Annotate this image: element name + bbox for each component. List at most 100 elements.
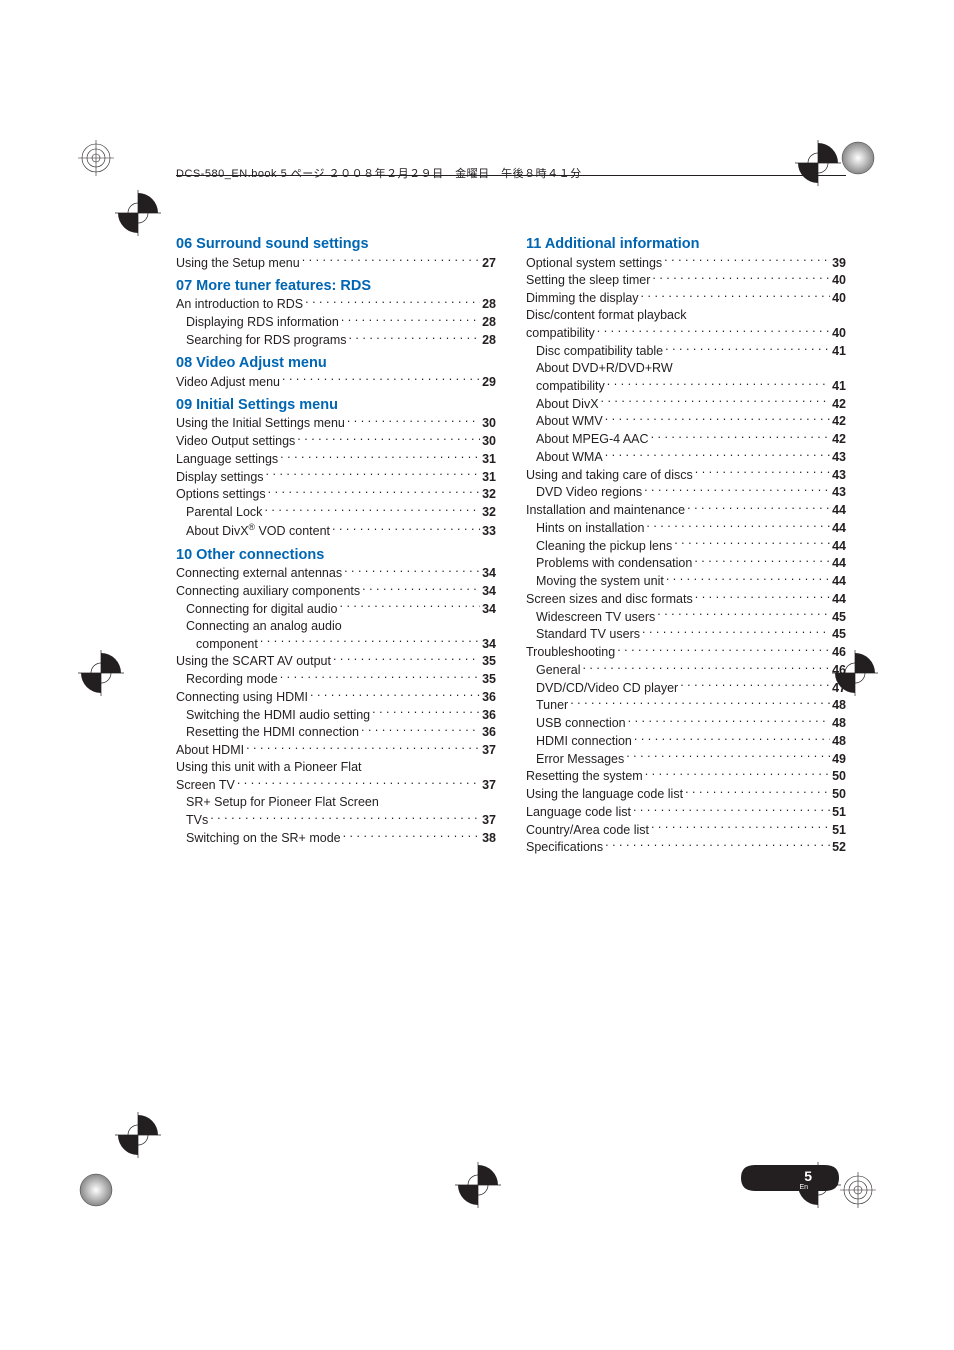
toc-entry-wrap: SR+ Setup for Pioneer Flat Screen bbox=[176, 794, 496, 811]
toc-right-column: 11 Additional information Optional system… bbox=[526, 230, 846, 857]
toc-entry-page: 31 bbox=[482, 451, 496, 468]
toc-dots bbox=[605, 839, 830, 852]
toc-entry-wrap: Connecting an analog audio bbox=[176, 618, 496, 635]
toc-entry-label: Connecting auxiliary components bbox=[176, 583, 360, 600]
toc-entry-label: Options settings bbox=[176, 486, 266, 503]
toc-entry-page: 44 bbox=[832, 538, 846, 555]
page-number: 5 bbox=[804, 1168, 812, 1184]
registration-mark bbox=[78, 1172, 114, 1208]
toc-entry: Video Output settings 30 bbox=[176, 433, 496, 451]
toc-entry-label: Display settings bbox=[176, 469, 264, 486]
toc-entry-label: compatibility bbox=[526, 325, 595, 342]
toc-entry: Resetting the system 50 bbox=[526, 768, 846, 786]
toc-section-title: 11 Additional information bbox=[526, 236, 846, 252]
toc-entry: Standard TV users 45 bbox=[526, 626, 846, 644]
toc-entry-page: 31 bbox=[482, 469, 496, 486]
toc-entry: Tuner 48 bbox=[526, 697, 846, 715]
toc-entry-label: Specifications bbox=[526, 839, 603, 856]
toc-entry: Problems with condensation 44 bbox=[526, 555, 846, 573]
toc-entry-page: 50 bbox=[832, 768, 846, 785]
toc-dots bbox=[695, 590, 830, 603]
toc-dots bbox=[695, 466, 830, 479]
toc-dots bbox=[664, 254, 830, 267]
toc-entry-page: 29 bbox=[482, 374, 496, 391]
toc-entry-label: Video Adjust menu bbox=[176, 374, 280, 391]
toc-entry: Using the Initial Settings menu 30 bbox=[176, 415, 496, 433]
toc-dots bbox=[260, 635, 480, 648]
toc-dots bbox=[680, 679, 830, 692]
toc-entry: compatibility 41 bbox=[526, 377, 846, 395]
toc-entry-page: 39 bbox=[832, 255, 846, 272]
crop-target bbox=[115, 1112, 161, 1158]
toc-entry: About WMV 42 bbox=[526, 413, 846, 431]
toc-entry: Setting the sleep timer 40 bbox=[526, 272, 846, 290]
toc-dots bbox=[601, 395, 831, 408]
toc-entry-page: 34 bbox=[482, 636, 496, 653]
toc-dots bbox=[348, 331, 480, 344]
toc-entry-page: 44 bbox=[832, 520, 846, 537]
toc-entry-label: DVD/CD/Video CD player bbox=[536, 680, 678, 697]
toc-entry-label: Hints on installation bbox=[536, 520, 644, 537]
toc-entry: USB connection 48 bbox=[526, 715, 846, 733]
toc-dots bbox=[666, 573, 830, 586]
toc-entry: Optional system settings 39 bbox=[526, 254, 846, 272]
toc-entry: Video Adjust menu 29 bbox=[176, 373, 496, 391]
toc-entry: Troubleshooting 46 bbox=[526, 644, 846, 662]
toc-entry-page: 46 bbox=[832, 644, 846, 661]
toc-entry: Connecting auxiliary components 34 bbox=[176, 582, 496, 600]
toc-entry-page: 34 bbox=[482, 565, 496, 582]
toc-entry: About MPEG-4 AAC 42 bbox=[526, 431, 846, 449]
toc-entry-label: Problems with condensation bbox=[536, 555, 692, 572]
toc-entry-page: 37 bbox=[482, 777, 496, 794]
toc-entry: Switching the HDMI audio setting 36 bbox=[176, 706, 496, 724]
toc-entry-label: Using and taking care of discs bbox=[526, 467, 693, 484]
toc-entry-page: 36 bbox=[482, 707, 496, 724]
toc-section-title: 10 Other connections bbox=[176, 547, 496, 563]
toc-entry: Country/Area code list 51 bbox=[526, 821, 846, 839]
toc-entry-page: 30 bbox=[482, 433, 496, 450]
toc-entry: Using the Setup menu 27 bbox=[176, 254, 496, 272]
toc-entry-page: 40 bbox=[832, 325, 846, 342]
registration-mark bbox=[840, 140, 876, 176]
toc-entry-label: Optional system settings bbox=[526, 255, 662, 272]
toc-entry-label: Connecting for digital audio bbox=[186, 601, 338, 618]
toc-entry-label: Error Messages bbox=[536, 751, 624, 768]
toc-dots bbox=[665, 342, 830, 355]
toc-entry-page: 48 bbox=[832, 733, 846, 750]
toc-entry-label: About MPEG-4 AAC bbox=[536, 431, 649, 448]
crop-target bbox=[795, 140, 841, 186]
toc-entry-page: 38 bbox=[482, 830, 496, 847]
toc-dots bbox=[570, 697, 830, 710]
toc-entry-label: Resetting the system bbox=[526, 768, 643, 785]
crop-target bbox=[78, 650, 124, 696]
toc-entry-label: USB connection bbox=[536, 715, 626, 732]
toc-entry-label: DVD Video regions bbox=[536, 484, 642, 501]
toc-entry-page: 35 bbox=[482, 653, 496, 670]
toc-entry-page: 36 bbox=[482, 689, 496, 706]
toc-entry: Widescreen TV users 45 bbox=[526, 608, 846, 626]
toc-entry-label: component bbox=[196, 636, 258, 653]
toc-dots bbox=[657, 608, 830, 621]
toc-dots bbox=[628, 715, 830, 728]
toc-dots bbox=[280, 671, 480, 684]
toc-dots bbox=[282, 373, 480, 386]
toc-entry-label: General bbox=[536, 662, 580, 679]
toc-entry: Resetting the HDMI connection 36 bbox=[176, 724, 496, 742]
toc-entry-page: 42 bbox=[832, 396, 846, 413]
crop-target bbox=[455, 1162, 501, 1208]
toc-entry-label: HDMI connection bbox=[536, 733, 632, 750]
toc-entry-page: 51 bbox=[832, 822, 846, 839]
toc-entry-page: 40 bbox=[832, 272, 846, 289]
toc-dots bbox=[361, 724, 480, 737]
toc-entry: HDMI connection 48 bbox=[526, 732, 846, 750]
toc-entry-label: Connecting using HDMI bbox=[176, 689, 308, 706]
toc-entry-page: 28 bbox=[482, 314, 496, 331]
toc-dots bbox=[343, 829, 480, 842]
toc-section-title: 06 Surround sound settings bbox=[176, 236, 496, 252]
toc-section-title: 09 Initial Settings menu bbox=[176, 397, 496, 413]
toc-dots bbox=[210, 812, 480, 825]
toc-dots bbox=[340, 600, 481, 613]
toc-entry: Switching on the SR+ mode 38 bbox=[176, 829, 496, 847]
toc-entry-label: Setting the sleep timer bbox=[526, 272, 650, 289]
toc-entry-label: Using the Setup menu bbox=[176, 255, 300, 272]
